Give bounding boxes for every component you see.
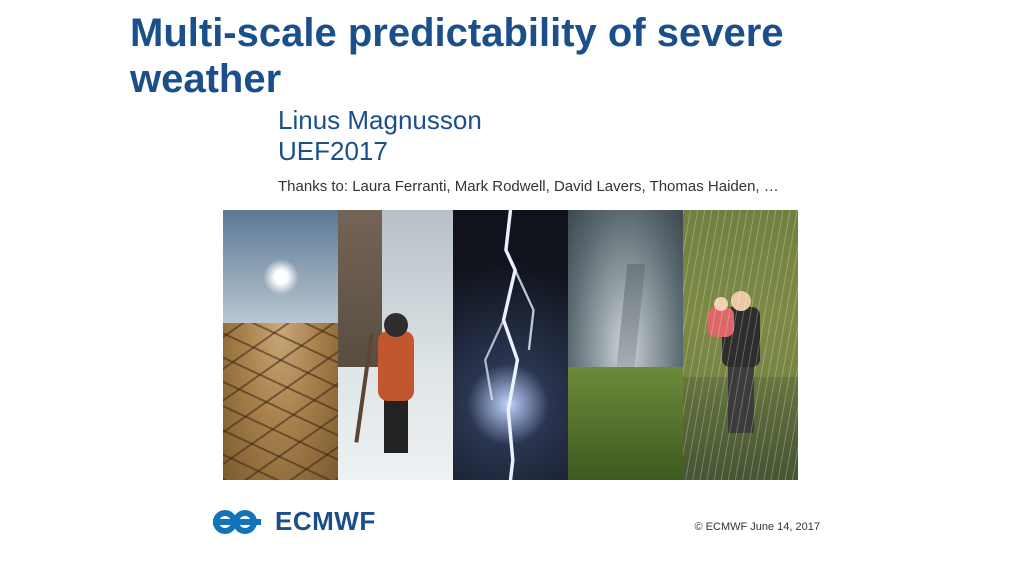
panel-flood: [683, 210, 798, 480]
image-strip: [223, 210, 798, 480]
slide: Multi-scale predictability of severe wea…: [0, 0, 1020, 573]
event-name: UEF2017: [278, 136, 388, 167]
thanks-line: Thanks to: Laura Ferranti, Mark Rodwell,…: [278, 178, 779, 195]
ecmwf-logo: ECMWF: [213, 506, 376, 537]
copyright: © ECMWF June 14, 2017: [695, 521, 821, 533]
panel-drought: [223, 210, 338, 480]
author-name: Linus Magnusson: [278, 105, 482, 136]
ecmwf-logo-text: ECMWF: [275, 506, 376, 537]
slide-title: Multi-scale predictability of severe wea…: [130, 10, 890, 102]
panel-tornado: [568, 210, 683, 480]
ecmwf-logo-icon: [213, 508, 267, 536]
panel-lightning: [453, 210, 568, 480]
panel-snowstorm: [338, 210, 453, 480]
